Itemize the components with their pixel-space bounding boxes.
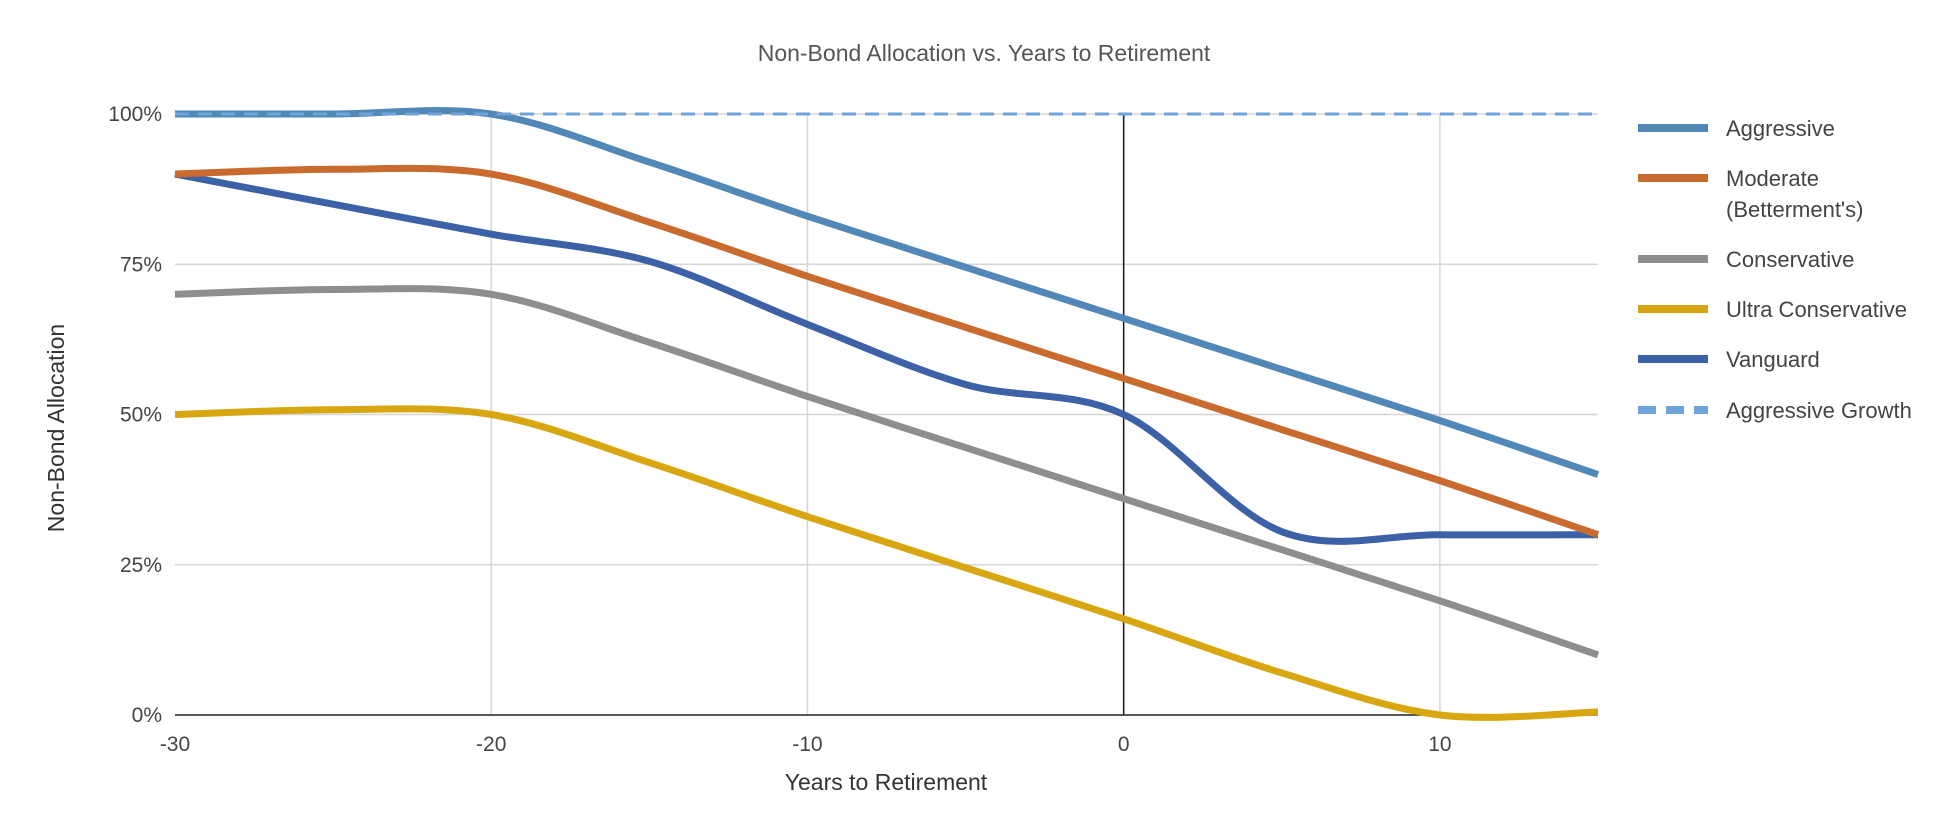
legend-label-conservative: Conservative — [1726, 247, 1854, 272]
x-tick-label: -20 — [476, 733, 506, 756]
x-tick-label: 10 — [1428, 733, 1451, 756]
y-axis-title: Non-Bond Allocation — [43, 324, 69, 532]
legend: Aggressive Moderate (Betterment's) Conserva… — [1638, 116, 1912, 423]
y-tick-label: 0% — [132, 704, 162, 727]
legend-label-moderate-line2: (Betterment's) — [1726, 197, 1863, 222]
tick-labels: 0% 25% 50% 75% 100% -30 -20 -10 0 10 — [108, 103, 1451, 756]
x-tick-label: -10 — [792, 733, 822, 756]
y-tick-label: 25% — [120, 554, 162, 577]
series-lines — [174, 106, 1600, 721]
chart-title: Non-Bond Allocation vs. Years to Retirem… — [758, 40, 1211, 66]
y-tick-label: 100% — [108, 103, 162, 126]
legend-label-moderate: Moderate — [1726, 166, 1819, 191]
legend-label-aggressive-growth: Aggressive Growth — [1726, 398, 1912, 423]
x-axis-title: Years to Retirement — [785, 769, 988, 795]
gridlines — [175, 113, 1598, 715]
legend-label-ultra-conservative: Ultra Conservative — [1726, 297, 1907, 322]
legend-label-aggressive: Aggressive — [1726, 116, 1835, 141]
series-line-moderate — [174, 164, 1600, 539]
series-line-conservative — [174, 285, 1600, 659]
y-tick-label: 75% — [120, 253, 162, 276]
x-tick-label: 0 — [1118, 733, 1130, 756]
series-line-aggressive — [175, 106, 1600, 478]
series-line-vanguard — [174, 170, 1599, 545]
x-tick-label: -30 — [160, 733, 190, 756]
series-line-ultra-conservative — [174, 405, 1599, 721]
y-tick-label: 50% — [120, 404, 162, 427]
legend-label-vanguard: Vanguard — [1726, 347, 1820, 372]
